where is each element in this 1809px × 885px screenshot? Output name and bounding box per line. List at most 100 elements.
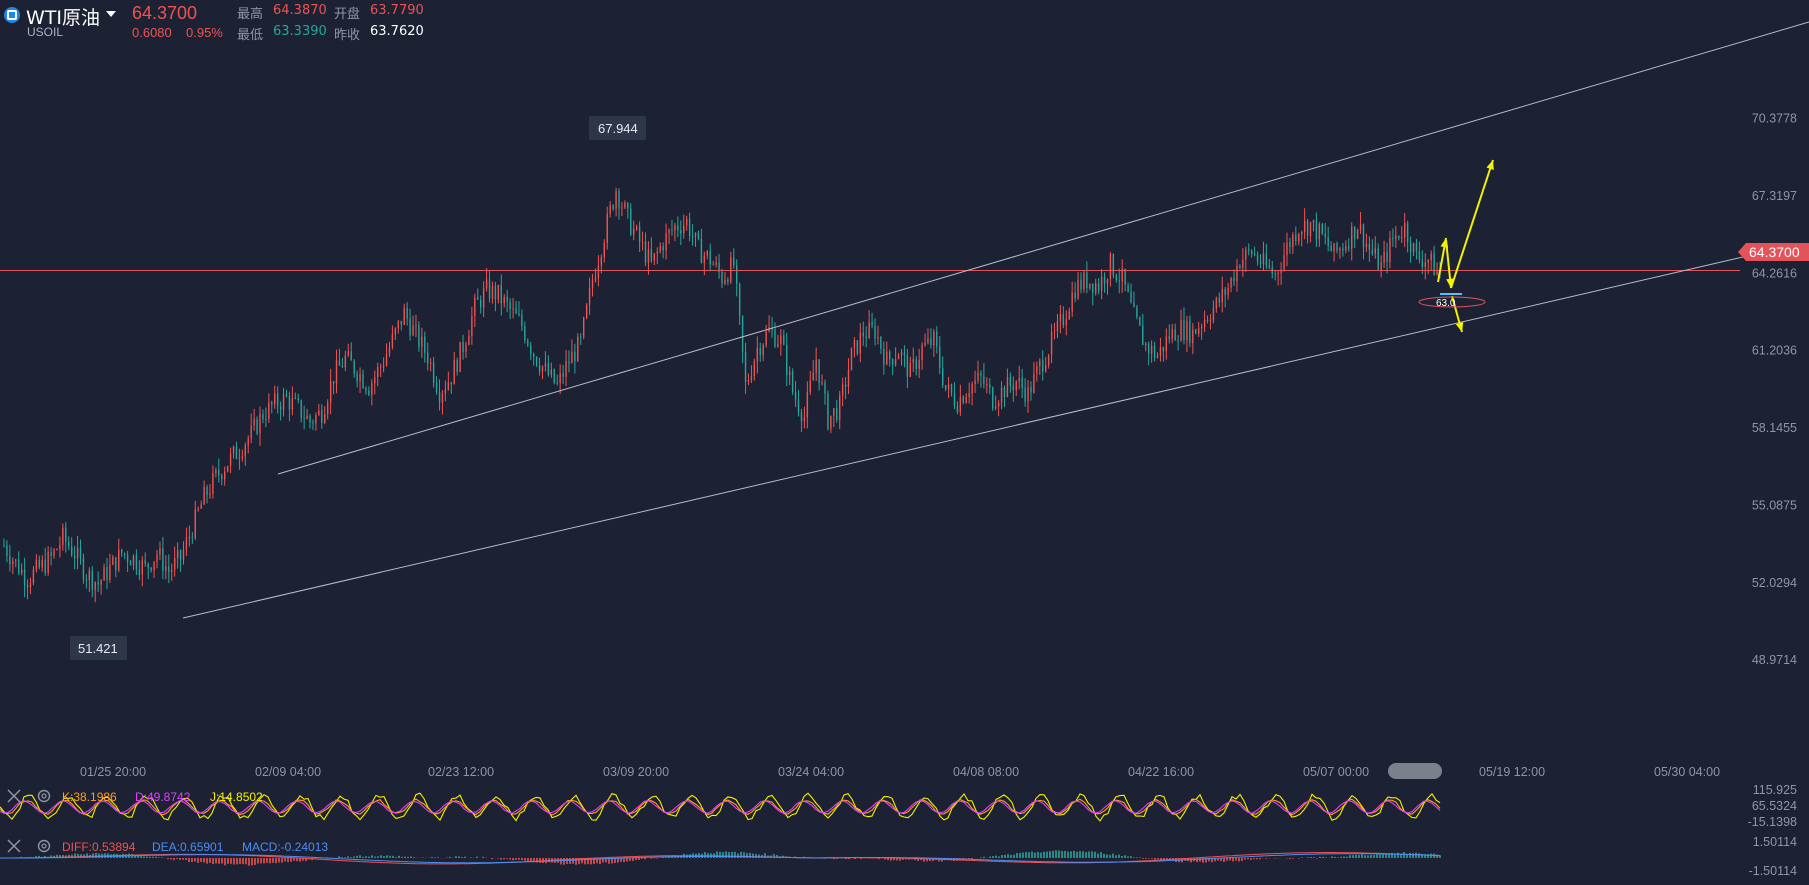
candle-body (23, 569, 26, 585)
candle-body (88, 570, 91, 580)
candle-body (1139, 317, 1141, 326)
candle-body (1068, 311, 1070, 320)
candle-body (939, 346, 941, 368)
candle-body (1268, 265, 1271, 268)
candle-body (68, 541, 70, 547)
candle-body (1377, 248, 1379, 270)
candle-body (1115, 275, 1118, 281)
candle-body (341, 365, 344, 368)
y-tick-label: 64.2616 (1752, 266, 1797, 280)
candle-body (1097, 283, 1100, 291)
candle-body (685, 218, 688, 226)
candle-body (521, 315, 523, 327)
candle-body (1077, 279, 1079, 299)
candle-body (12, 560, 14, 565)
candle-body (1277, 272, 1279, 275)
candle-body (462, 341, 464, 352)
macd-indicator-pane: 1.50114 -1.50114 (0, 835, 1797, 878)
candle-body (94, 582, 96, 590)
candle-body (738, 283, 741, 317)
low-value: 63.3390 (273, 24, 327, 39)
candle-body (1203, 319, 1206, 327)
candle-body (1312, 220, 1315, 223)
candle-body (694, 232, 697, 237)
candle-body (415, 324, 417, 326)
candle-body (1233, 277, 1235, 282)
candle-body (268, 402, 270, 420)
symbol-name[interactable]: WTI原油 (26, 7, 100, 29)
candle-body (112, 557, 114, 565)
candle-body (644, 241, 647, 263)
candle-body (418, 324, 420, 347)
symbol-header: WTI原油 USOIL 64.3700 0.6080 0.95% 最高 64.3… (0, 0, 700, 44)
candle-body (1250, 250, 1253, 254)
candle-body (918, 359, 920, 370)
gear-icon[interactable] (36, 838, 52, 854)
candle-body (497, 284, 500, 300)
candle-body (447, 382, 450, 390)
candle-body (891, 359, 894, 365)
candle-body (171, 569, 173, 572)
candle-body (1121, 268, 1123, 282)
candle-body (1262, 253, 1265, 264)
candle-body (182, 549, 185, 560)
time-axis: 01/25 20:00 02/09 04:00 02/23 12:00 03/09 2… (80, 763, 1720, 779)
candle-body (641, 241, 644, 243)
candle-body (868, 322, 870, 338)
candle-body (871, 322, 873, 326)
candle-body (1092, 283, 1094, 293)
candle-body (797, 399, 800, 413)
candle-body (309, 415, 311, 423)
candle-body (44, 559, 46, 573)
close-icon[interactable] (6, 838, 22, 854)
y-tick-label: 67.3197 (1752, 189, 1797, 203)
candle-body (750, 376, 753, 381)
candle-body (144, 560, 146, 564)
y-tick-label: 61.2036 (1752, 344, 1797, 358)
candle-body (206, 487, 208, 496)
low-label: 最低 (237, 28, 264, 43)
candle-body (971, 383, 973, 394)
candle-body (338, 360, 341, 366)
candle-body (73, 555, 76, 559)
last-price: 64.3700 (132, 3, 198, 23)
gear-icon[interactable] (36, 788, 52, 804)
candle-body (453, 360, 455, 385)
candle-body (76, 547, 79, 559)
macd-dea-line (0, 853, 1441, 864)
candle-body (321, 410, 323, 423)
candle-body (527, 340, 529, 346)
candle-body (624, 203, 626, 208)
chevron-down-icon[interactable] (106, 11, 116, 17)
candle-body (762, 345, 764, 356)
candle-body (41, 559, 43, 568)
candle-body (153, 561, 155, 571)
candle-body (1212, 308, 1215, 321)
candle-body (235, 446, 238, 459)
candle-body (791, 371, 794, 393)
candle-body (897, 355, 900, 360)
candle-body (218, 469, 220, 476)
candle-body (318, 410, 320, 415)
candle-body (350, 351, 352, 361)
candle-body (1145, 343, 1147, 346)
candle-body (771, 327, 773, 331)
candle-body (1259, 261, 1262, 264)
candle-body (562, 373, 564, 377)
candle-body (553, 369, 555, 383)
candle-body (503, 296, 505, 304)
candle-body (70, 546, 73, 556)
candle-body (1368, 243, 1371, 250)
candle-body (3, 545, 5, 547)
candle-body (836, 408, 838, 420)
candle-body (827, 393, 829, 429)
candle-body (1127, 284, 1129, 292)
candle-body (721, 271, 723, 284)
close-icon[interactable] (6, 788, 22, 804)
candle-body (903, 352, 906, 356)
candle-body (1321, 224, 1323, 234)
candle-body (1345, 246, 1347, 251)
candle-body (736, 265, 738, 284)
x-tick-label: 04/08 08:00 (953, 765, 1019, 779)
